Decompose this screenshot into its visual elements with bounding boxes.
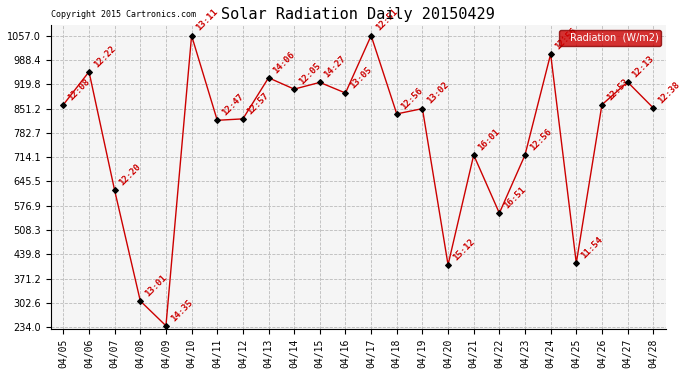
Legend: Radiation  (W/m2): Radiation (W/m2)	[559, 30, 661, 46]
Point	[288, 86, 299, 92]
Point	[596, 102, 607, 108]
Text: 12:57: 12:57	[246, 91, 271, 116]
Text: 12:53: 12:53	[604, 76, 630, 102]
Point	[237, 116, 248, 122]
Point	[315, 80, 326, 86]
Point	[442, 262, 453, 268]
Text: 15:12: 15:12	[451, 237, 476, 262]
Point	[520, 152, 531, 158]
Point	[494, 210, 505, 216]
Point	[648, 105, 659, 111]
Point	[417, 106, 428, 112]
Text: 12:05: 12:05	[297, 61, 322, 86]
Text: 14:35: 14:35	[169, 298, 194, 323]
Text: 12:22: 12:22	[92, 44, 117, 69]
Text: 12:56: 12:56	[553, 26, 579, 51]
Point	[212, 117, 223, 123]
Text: 16:51: 16:51	[502, 185, 527, 210]
Text: 16:01: 16:01	[477, 127, 502, 152]
Text: 12:20: 12:20	[117, 162, 143, 188]
Text: 12:51: 12:51	[374, 8, 400, 33]
Point	[622, 79, 633, 85]
Text: 14:06: 14:06	[271, 50, 297, 75]
Text: 12:56: 12:56	[400, 86, 425, 111]
Point	[340, 90, 351, 96]
Text: 13:02: 13:02	[425, 81, 451, 106]
Point	[83, 69, 95, 75]
Point	[545, 51, 556, 57]
Text: 12:13: 12:13	[631, 54, 655, 79]
Point	[263, 75, 274, 81]
Title: Solar Radiation Daily 20150429: Solar Radiation Daily 20150429	[221, 8, 495, 22]
Point	[135, 298, 146, 304]
Point	[391, 111, 402, 117]
Text: 13:05: 13:05	[348, 65, 373, 90]
Point	[571, 260, 582, 266]
Text: 13:11: 13:11	[195, 8, 219, 33]
Point	[161, 323, 172, 329]
Point	[58, 102, 69, 108]
Point	[186, 33, 197, 39]
Text: 14:27: 14:27	[323, 54, 348, 80]
Point	[366, 33, 377, 39]
Text: 12:56: 12:56	[528, 127, 553, 152]
Text: 12:08: 12:08	[66, 76, 92, 102]
Text: 11:54: 11:54	[579, 235, 604, 260]
Text: 12:47: 12:47	[220, 92, 246, 117]
Point	[109, 188, 120, 194]
Text: 12:38: 12:38	[656, 80, 681, 105]
Text: Copyright 2015 Cartronics.com: Copyright 2015 Cartronics.com	[50, 10, 195, 19]
Text: 13:01: 13:01	[143, 273, 168, 298]
Point	[469, 152, 480, 158]
